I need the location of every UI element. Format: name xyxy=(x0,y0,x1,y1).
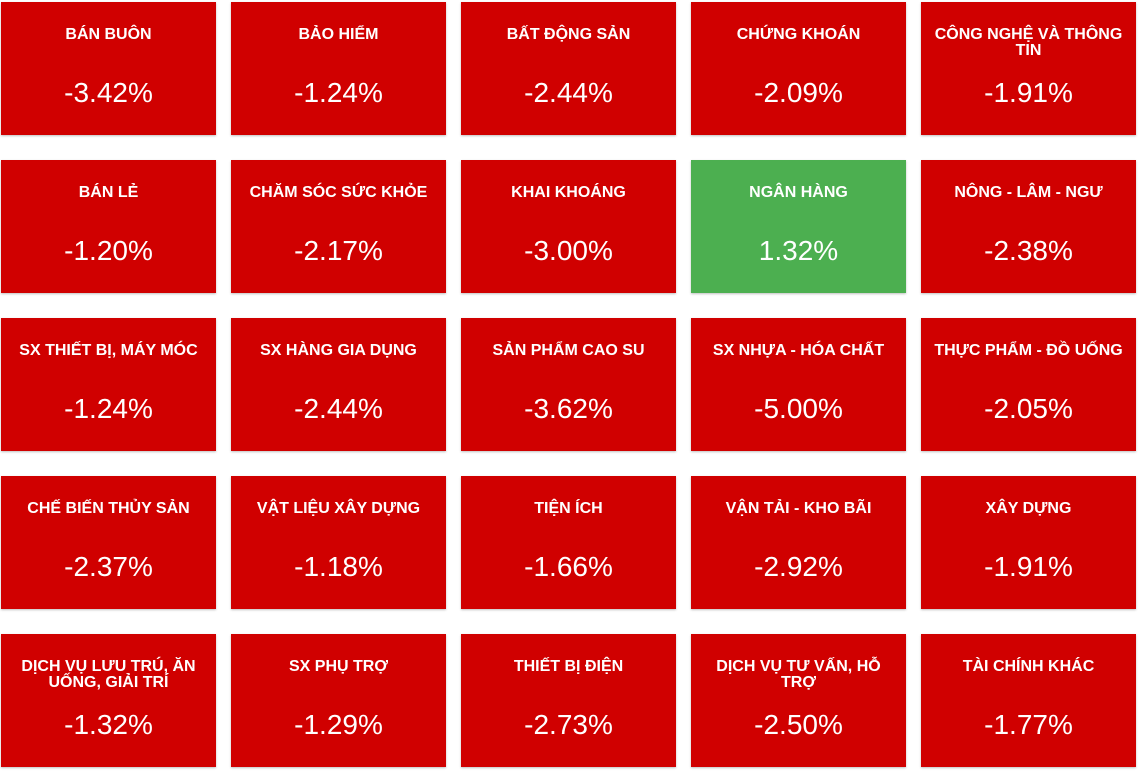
sector-change-value: -2.17% xyxy=(294,235,383,266)
sector-tile[interactable]: SX THIẾT BỊ, MÁY MÓC -1.24% xyxy=(1,318,216,451)
sector-change-value: -1.91% xyxy=(984,551,1073,582)
sector-name: BẤT ĐỘNG SẢN xyxy=(506,26,631,43)
sector-tile[interactable]: TÀI CHÍNH KHÁC -1.77% xyxy=(921,634,1136,767)
sector-tile[interactable]: SX HÀNG GIA DỤNG -2.44% xyxy=(231,318,446,451)
sector-change-value: -3.42% xyxy=(64,77,153,108)
sector-change-value: -1.77% xyxy=(984,709,1073,740)
sector-name: THỰC PHẨM - ĐỒ UỐNG xyxy=(934,342,1123,359)
sector-change-value: -1.91% xyxy=(984,77,1073,108)
sector-change-value: -1.29% xyxy=(294,709,383,740)
sector-tile[interactable]: CÔNG NGHỆ VÀ THÔNG TIN -1.91% xyxy=(921,2,1136,135)
sector-change-value: -1.66% xyxy=(524,551,613,582)
sector-name: NÔNG - LÂM - NGƯ xyxy=(954,184,1103,201)
sector-tile[interactable]: CHẾ BIẾN THỦY SẢN -2.37% xyxy=(1,476,216,609)
sector-tile[interactable]: BÁN BUÔN -3.42% xyxy=(1,2,216,135)
sector-tile[interactable]: BẤT ĐỘNG SẢN -2.44% xyxy=(461,2,676,135)
sector-name: SX HÀNG GIA DỤNG xyxy=(260,342,417,359)
sector-name: TIỆN ÍCH xyxy=(534,500,603,517)
sector-change-value: -2.44% xyxy=(524,77,613,108)
sector-tile[interactable]: SẢN PHẨM CAO SU -3.62% xyxy=(461,318,676,451)
sector-change-value: -2.92% xyxy=(754,551,843,582)
sector-change-value: -2.73% xyxy=(524,709,613,740)
sector-tile[interactable]: SX PHỤ TRỢ -1.29% xyxy=(231,634,446,767)
sector-name: KHAI KHOÁNG xyxy=(511,184,626,201)
sector-tile[interactable]: CHĂM SÓC SỨC KHỎE -2.17% xyxy=(231,160,446,293)
sector-change-value: -2.44% xyxy=(294,393,383,424)
sector-change-value: 1.32% xyxy=(758,235,839,266)
sector-name: SX NHỰA - HÓA CHẤT xyxy=(712,342,885,359)
sector-tile[interactable]: BẢO HIỂM -1.24% xyxy=(231,2,446,135)
sector-change-value: -1.24% xyxy=(64,393,153,424)
sector-name: BÁN BUÔN xyxy=(65,26,152,43)
sector-tile[interactable]: BÁN LẺ -1.20% xyxy=(1,160,216,293)
sector-tile[interactable]: NÔNG - LÂM - NGƯ -2.38% xyxy=(921,160,1136,293)
sector-tile[interactable]: XÂY DỰNG -1.91% xyxy=(921,476,1136,609)
sector-tile[interactable]: VẬT LIỆU XÂY DỰNG -1.18% xyxy=(231,476,446,609)
sector-name: CHĂM SÓC SỨC KHỎE xyxy=(249,184,428,201)
sector-change-value: -1.32% xyxy=(64,709,153,740)
sector-tile[interactable]: SX NHỰA - HÓA CHẤT -5.00% xyxy=(691,318,906,451)
sector-name: SẢN PHẨM CAO SU xyxy=(492,342,645,359)
sector-name: THIẾT BỊ ĐIỆN xyxy=(513,658,624,675)
sector-change-value: -1.18% xyxy=(294,551,383,582)
sector-tile[interactable]: KHAI KHOÁNG -3.00% xyxy=(461,160,676,293)
sector-name: CHỨNG KHOÁN xyxy=(736,26,861,43)
sector-name: VẬT LIỆU XÂY DỰNG xyxy=(256,500,421,517)
sector-name: DỊCH VỤ TƯ VẤN, HỖ TRỢ xyxy=(716,658,881,691)
sector-tile[interactable]: THIẾT BỊ ĐIỆN -2.73% xyxy=(461,634,676,767)
sector-name: BẢO HIỂM xyxy=(298,26,379,43)
sector-change-value: -2.37% xyxy=(64,551,153,582)
sector-tile[interactable]: DỊCH VỤ LƯU TRÚ, ĂN UỐNG, GIẢI TRÍ -1.32% xyxy=(1,634,216,767)
sector-tile[interactable]: NGÂN HÀNG 1.32% xyxy=(691,160,906,293)
sector-tile[interactable]: VẬN TẢI - KHO BÃI -2.92% xyxy=(691,476,906,609)
sector-change-value: -1.24% xyxy=(294,77,383,108)
sector-name: SX PHỤ TRỢ xyxy=(289,658,388,675)
sector-name: NGÂN HÀNG xyxy=(749,184,848,201)
sector-change-value: -1.20% xyxy=(64,235,153,266)
sector-change-value: -5.00% xyxy=(754,393,843,424)
sector-tile[interactable]: CHỨNG KHOÁN -2.09% xyxy=(691,2,906,135)
sector-change-value: -2.50% xyxy=(754,709,843,740)
sector-name: CÔNG NGHỆ VÀ THÔNG TIN xyxy=(934,26,1123,59)
sector-tile[interactable]: TIỆN ÍCH -1.66% xyxy=(461,476,676,609)
sector-tile[interactable]: THỰC PHẨM - ĐỒ UỐNG -2.05% xyxy=(921,318,1136,451)
sector-change-value: -2.09% xyxy=(754,77,843,108)
sector-change-value: -3.62% xyxy=(524,393,613,424)
sector-change-value: -3.00% xyxy=(524,235,613,266)
sector-name: XÂY DỰNG xyxy=(985,500,1072,517)
sector-name: DỊCH VỤ LƯU TRÚ, ĂN UỐNG, GIẢI TRÍ xyxy=(21,658,196,691)
sector-name: SX THIẾT BỊ, MÁY MÓC xyxy=(19,342,198,359)
sector-change-value: -2.38% xyxy=(984,235,1073,266)
sector-change-value: -2.05% xyxy=(984,393,1073,424)
sector-name: BÁN LẺ xyxy=(78,184,139,201)
sector-name: VẬN TẢI - KHO BÃI xyxy=(725,500,872,517)
sector-tile[interactable]: DỊCH VỤ TƯ VẤN, HỖ TRỢ -2.50% xyxy=(691,634,906,767)
sector-name: TÀI CHÍNH KHÁC xyxy=(962,658,1095,675)
sector-name: CHẾ BIẾN THỦY SẢN xyxy=(27,500,190,517)
